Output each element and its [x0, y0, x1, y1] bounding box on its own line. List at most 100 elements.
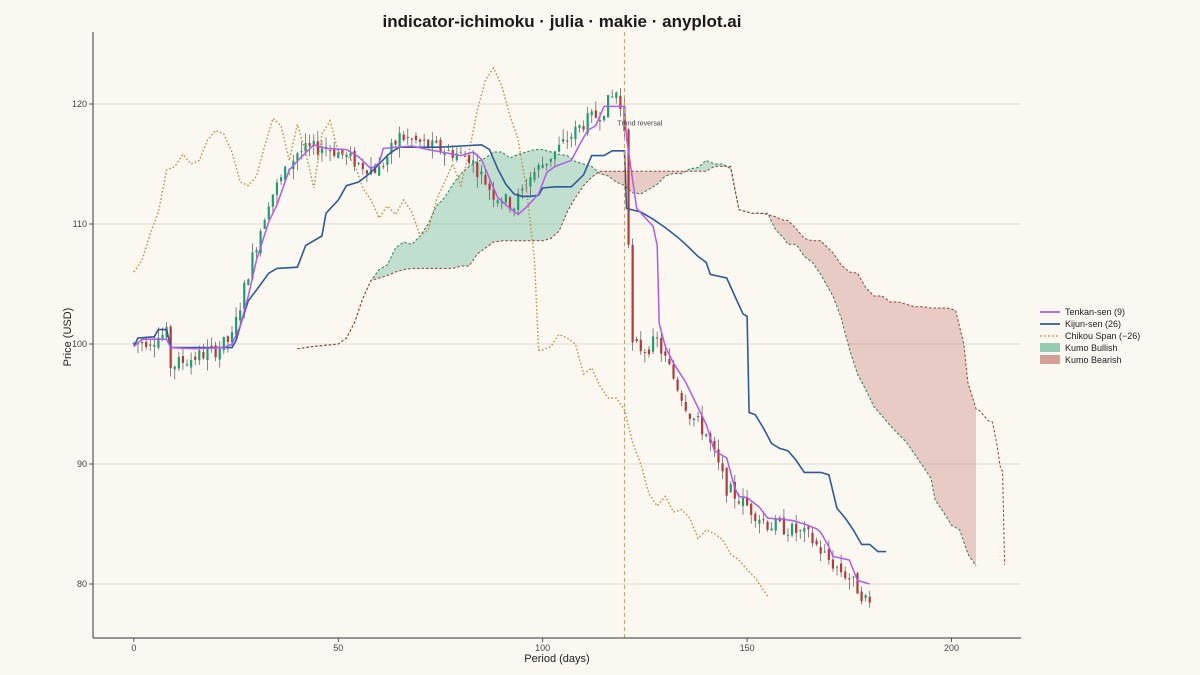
candle-body-62 — [386, 156, 389, 166]
candle-body-174 — [844, 571, 847, 579]
candle-body-46 — [320, 148, 324, 154]
candle-body-30 — [255, 250, 258, 253]
candle-body-137 — [692, 418, 696, 421]
candle-body-101 — [545, 163, 548, 166]
kijun-sen-line — [133, 143, 887, 553]
candle-body-145 — [725, 467, 728, 496]
candle-body-21 — [218, 348, 221, 360]
x-axis-label: Period (days) — [524, 653, 589, 665]
candle-body-124 — [639, 339, 642, 352]
trend-reversal-annotation: Trend reversal — [617, 121, 662, 128]
candle-body-118 — [615, 92, 618, 99]
candle-body-80 — [459, 152, 463, 154]
candle-body-165 — [807, 526, 810, 530]
legend-label-kumo_bullish: Kumo Bullish — [1065, 343, 1118, 353]
candle-body-5 — [153, 345, 156, 347]
candle-body-82 — [468, 155, 471, 164]
candle-body-106 — [566, 140, 569, 142]
y-tick-label-120: 120 — [72, 99, 87, 109]
candle-body-129 — [660, 337, 663, 354]
candle-body-113 — [594, 110, 597, 118]
candle-body-56 — [361, 163, 364, 170]
candle-body-168 — [819, 547, 822, 554]
candle-body-151 — [750, 503, 753, 515]
candle-body-144 — [721, 463, 724, 472]
candle-body-88 — [492, 189, 495, 200]
x-tick-label-0: 0 — [131, 643, 136, 653]
candle-body-0 — [132, 343, 135, 345]
candle-body-115 — [602, 115, 606, 121]
candle-body-75 — [439, 139, 442, 153]
candle-body-98 — [533, 172, 536, 180]
candle-body-40 — [296, 153, 299, 161]
x-tick-label-200: 200 — [944, 643, 959, 653]
candle-body-92 — [508, 197, 512, 210]
tenkan-sen-line — [133, 105, 870, 585]
candle-body-36 — [279, 177, 283, 181]
indicator-lines: Trend reversal — [133, 32, 887, 638]
candle-body-170 — [827, 548, 830, 560]
candle-body-77 — [447, 149, 450, 151]
y-tick-label-90: 90 — [77, 459, 87, 469]
candle-body-123 — [635, 338, 638, 342]
candle-body-134 — [680, 393, 683, 401]
candle-body-18 — [206, 348, 209, 361]
candle-body-50 — [337, 152, 340, 159]
candle-body-16 — [198, 350, 201, 361]
candle-body-125 — [643, 351, 646, 353]
candle-body-175 — [848, 578, 851, 580]
y-tick-label-100: 100 — [72, 339, 87, 349]
candle-body-31 — [259, 231, 262, 254]
candle-body-10 — [173, 366, 176, 370]
candle-body-108 — [574, 126, 577, 140]
candle-body-29 — [251, 252, 254, 279]
candle-body-94 — [517, 193, 520, 211]
candle-body-130 — [664, 351, 667, 356]
candle-body-117 — [611, 96, 614, 98]
candle-body-167 — [815, 540, 818, 545]
candle-body-67 — [406, 136, 409, 138]
candle-body-17 — [202, 352, 205, 359]
candle-body-11 — [177, 356, 180, 369]
legend-swatch-kumo_bearish — [1040, 355, 1060, 364]
axes: 0 50 100 150 200 80 90 100 110 120 — [72, 32, 1021, 653]
candle-body-66 — [402, 134, 405, 141]
candle-body-60 — [378, 166, 381, 176]
candle-body-104 — [557, 144, 561, 152]
candle-body-72 — [427, 139, 430, 148]
candle-body-41 — [300, 151, 303, 153]
candle-body-87 — [488, 183, 491, 190]
candle-body-171 — [831, 559, 835, 569]
y-axis-label: Price (USD) — [62, 308, 74, 367]
candle-body-48 — [329, 150, 332, 152]
candle-body-76 — [443, 152, 446, 156]
candle-body-71 — [423, 139, 426, 141]
candle-body-114 — [598, 120, 602, 122]
candle-body-12 — [181, 356, 185, 363]
candle-body-26 — [239, 310, 242, 321]
candle-body-3 — [145, 341, 148, 348]
candle-body-86 — [484, 174, 487, 185]
candle-body-162 — [795, 523, 798, 534]
candle-body-14 — [190, 359, 193, 368]
candle-body-74 — [435, 140, 438, 143]
candle-body-79 — [455, 153, 458, 160]
candle-body-58 — [369, 166, 373, 175]
candle-body-177 — [856, 573, 859, 594]
candle-body-111 — [586, 113, 589, 134]
candle-body-121 — [627, 129, 630, 245]
candle-body-128 — [656, 337, 659, 339]
candle-body-64 — [394, 140, 397, 145]
candle-body-159 — [782, 517, 785, 535]
y-tick-label-80: 80 — [77, 579, 87, 589]
candle-body-70 — [418, 139, 422, 142]
candle-body-163 — [799, 530, 802, 532]
candle-body-34 — [271, 194, 274, 207]
candle-body-140 — [705, 434, 708, 437]
candle-body-27 — [243, 282, 246, 310]
candle-body-133 — [676, 379, 679, 391]
candle-body-122 — [631, 244, 634, 343]
candle-body-136 — [688, 413, 691, 419]
candle-body-61 — [382, 166, 385, 168]
